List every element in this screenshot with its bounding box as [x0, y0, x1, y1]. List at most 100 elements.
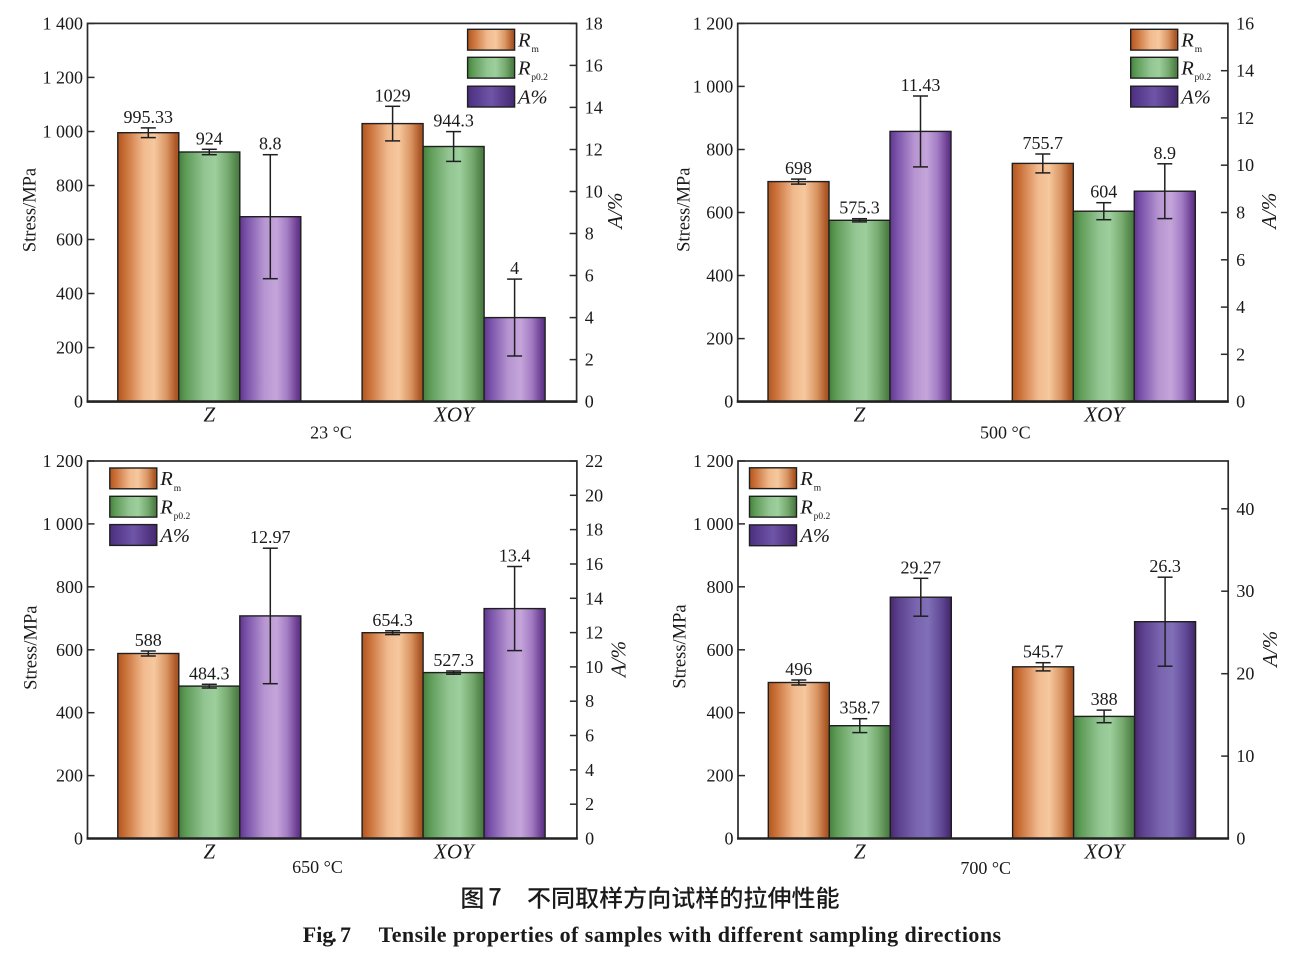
svg-text:1 000: 1 000	[43, 122, 84, 142]
svg-text:650 °C: 650 °C	[292, 857, 343, 877]
svg-text:484.3: 484.3	[189, 663, 230, 683]
svg-text:14: 14	[1236, 61, 1254, 81]
svg-text:Tensile properties of samples: Tensile properties of samples with diffe…	[379, 922, 1002, 947]
svg-text:0: 0	[725, 829, 734, 849]
svg-text:1 000: 1 000	[693, 514, 734, 534]
svg-text:1 200: 1 200	[43, 67, 84, 87]
svg-text:527.3: 527.3	[433, 650, 474, 670]
svg-text:m: m	[532, 45, 540, 55]
svg-text:8: 8	[585, 224, 594, 244]
svg-text:R: R	[1180, 30, 1194, 52]
svg-text:8.9: 8.9	[1154, 143, 1177, 163]
svg-text:0: 0	[724, 392, 733, 412]
svg-text:R: R	[799, 468, 813, 490]
svg-text:R: R	[799, 497, 813, 519]
svg-text:16: 16	[1236, 13, 1254, 33]
svg-text:0: 0	[585, 392, 594, 412]
svg-text:1 200: 1 200	[43, 451, 84, 471]
svg-text:22: 22	[585, 451, 603, 471]
svg-text:2: 2	[1236, 344, 1245, 364]
svg-text:Stress/MPa: Stress/MPa	[674, 168, 694, 252]
svg-text:16: 16	[585, 554, 603, 574]
svg-text:A%: A%	[798, 525, 830, 547]
svg-text:10: 10	[585, 657, 603, 677]
svg-text:14: 14	[585, 588, 603, 608]
svg-text:500 °C: 500 °C	[980, 422, 1031, 442]
svg-text:A/%: A/%	[1257, 193, 1281, 231]
svg-text:R: R	[1180, 58, 1194, 80]
svg-text:6: 6	[585, 726, 594, 746]
svg-text:2: 2	[585, 794, 594, 814]
svg-text:575.3: 575.3	[839, 198, 880, 218]
svg-text:R: R	[517, 30, 531, 52]
svg-text:8.8: 8.8	[259, 134, 282, 154]
svg-text:6: 6	[585, 266, 594, 286]
svg-text:1029: 1029	[375, 85, 411, 105]
svg-text:Z: Z	[203, 840, 215, 864]
svg-text:18: 18	[585, 520, 603, 540]
svg-text:12: 12	[1236, 108, 1254, 128]
svg-text:Stress/MPa: Stress/MPa	[671, 604, 691, 688]
svg-text:200: 200	[707, 766, 734, 786]
svg-text:A/%: A/%	[1258, 631, 1282, 669]
svg-text:388: 388	[1091, 689, 1118, 709]
svg-text:1 000: 1 000	[693, 76, 734, 96]
svg-text:0: 0	[1236, 392, 1245, 412]
svg-text:400: 400	[707, 703, 734, 723]
svg-text:Stress/MPa: Stress/MPa	[21, 168, 41, 252]
svg-text:.: .	[331, 922, 337, 947]
svg-text:400: 400	[56, 703, 83, 723]
svg-text:2: 2	[585, 350, 594, 370]
svg-text:800: 800	[56, 176, 83, 196]
svg-text:p0.2: p0.2	[1195, 73, 1212, 83]
svg-text:m: m	[1195, 45, 1203, 55]
svg-text:1 000: 1 000	[43, 514, 84, 534]
svg-text:26.3: 26.3	[1149, 556, 1181, 576]
svg-text:400: 400	[706, 266, 733, 286]
svg-text:588: 588	[135, 630, 162, 650]
svg-text:30: 30	[1236, 581, 1254, 601]
svg-text:698: 698	[785, 158, 812, 178]
svg-text:Z: Z	[203, 403, 215, 427]
svg-text:600: 600	[706, 203, 733, 223]
svg-text:XOY: XOY	[433, 840, 476, 864]
svg-text:p0.2: p0.2	[531, 73, 548, 83]
svg-text:12.97: 12.97	[250, 527, 291, 547]
svg-text:10: 10	[1236, 746, 1254, 766]
svg-text:A%: A%	[1179, 86, 1211, 108]
svg-text:16: 16	[585, 55, 603, 75]
svg-text:358.7: 358.7	[840, 698, 881, 718]
svg-text:XOY: XOY	[1083, 403, 1126, 427]
svg-text:p0.2: p0.2	[814, 512, 831, 522]
svg-text:A/%: A/%	[603, 193, 627, 231]
svg-text:6: 6	[1236, 250, 1245, 270]
svg-text:20: 20	[1236, 664, 1254, 684]
svg-text:600: 600	[56, 640, 83, 660]
svg-text:12: 12	[585, 623, 603, 643]
svg-text:200: 200	[706, 329, 733, 349]
svg-text:20: 20	[585, 485, 603, 505]
svg-text:40: 40	[1236, 499, 1254, 519]
svg-text:A%: A%	[158, 525, 190, 547]
svg-text:A%: A%	[516, 86, 548, 108]
svg-text:700 °C: 700 °C	[960, 858, 1011, 878]
svg-text:13.4: 13.4	[499, 546, 531, 566]
svg-text:11.43: 11.43	[901, 75, 941, 95]
svg-text:23 °C: 23 °C	[310, 422, 352, 442]
svg-text:18: 18	[585, 13, 603, 33]
svg-text:600: 600	[707, 640, 734, 660]
svg-text:4: 4	[1236, 297, 1245, 317]
svg-text:995.33: 995.33	[124, 107, 174, 127]
svg-text:545.7: 545.7	[1023, 642, 1064, 662]
svg-text:0: 0	[74, 392, 83, 412]
svg-text:200: 200	[56, 338, 83, 358]
svg-text:Z: Z	[854, 840, 866, 864]
svg-text:1 400: 1 400	[43, 13, 84, 33]
svg-text:800: 800	[706, 140, 733, 160]
svg-text:4: 4	[585, 308, 594, 328]
svg-text:8: 8	[1236, 203, 1245, 223]
svg-text:496: 496	[785, 659, 812, 679]
svg-text:8: 8	[585, 691, 594, 711]
svg-text:1 200: 1 200	[693, 451, 734, 471]
svg-text:800: 800	[707, 577, 734, 597]
